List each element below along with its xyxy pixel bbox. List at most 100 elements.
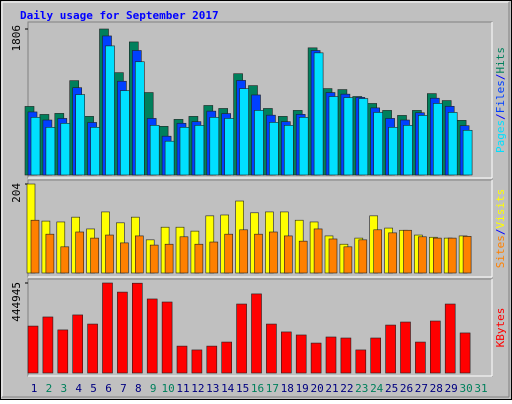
- legend-entry: Files: [494, 80, 507, 113]
- bar: [206, 345, 218, 374]
- legend-entry: Visits: [494, 189, 507, 229]
- legend: Sites/Visits: [494, 189, 507, 269]
- x-tick-label: 22: [340, 382, 353, 395]
- bar: [194, 125, 205, 176]
- x-tick-label: 11: [176, 382, 189, 395]
- x-tick-label: 17: [266, 382, 279, 395]
- bar: [164, 140, 175, 176]
- x-tick-label: 5: [90, 382, 97, 395]
- bar: [328, 96, 339, 176]
- bar: [176, 345, 188, 374]
- x-tick-label: 9: [150, 382, 157, 395]
- bar: [340, 337, 352, 374]
- bar: [269, 122, 279, 176]
- legend: KBytes: [494, 308, 507, 348]
- y-tick-label: 1806: [10, 25, 23, 52]
- bar: [310, 342, 322, 374]
- bar: [149, 125, 160, 176]
- bar: [418, 115, 428, 176]
- bar: [179, 236, 189, 274]
- legend-entry: KBytes: [494, 308, 507, 348]
- bar: [221, 341, 232, 374]
- bar: [191, 349, 203, 374]
- bar: [239, 88, 249, 176]
- x-tick-label: 10: [161, 382, 174, 395]
- x-tick-label: 12: [191, 382, 204, 395]
- bar: [251, 293, 262, 374]
- bar: [105, 45, 115, 176]
- x-tick-label: 3: [60, 382, 67, 395]
- bar: [355, 349, 367, 374]
- bar: [358, 98, 369, 176]
- x-tick-label: 21: [325, 382, 338, 395]
- bar: [418, 236, 427, 274]
- bar: [388, 232, 397, 274]
- bar: [254, 233, 263, 274]
- x-tick-label: 2: [46, 382, 53, 395]
- bar: [328, 238, 338, 274]
- bar: [403, 229, 412, 274]
- bar: [135, 61, 145, 176]
- bar: [117, 291, 128, 374]
- x-tick-label: 28: [430, 382, 443, 395]
- bar: [194, 243, 204, 274]
- bar: [236, 303, 247, 374]
- bar: [415, 341, 426, 374]
- bar: [313, 228, 323, 274]
- bar: [298, 117, 309, 176]
- bar: [313, 52, 324, 176]
- bar: [373, 112, 384, 176]
- bar: [400, 321, 411, 374]
- x-tick-label: 13: [206, 382, 219, 395]
- bar: [295, 334, 307, 374]
- chart-title: Daily usage for September 2017: [20, 9, 219, 22]
- x-tick-label: 19: [296, 382, 309, 395]
- legend-entry: Pages: [494, 120, 507, 153]
- bar: [462, 129, 473, 176]
- bar: [209, 241, 219, 274]
- x-tick-label: 16: [251, 382, 264, 395]
- bar: [105, 234, 114, 274]
- bar: [102, 282, 113, 374]
- y-tick-label: 204: [10, 183, 23, 203]
- bar: [388, 127, 398, 176]
- bar: [269, 231, 278, 274]
- bar: [432, 237, 442, 274]
- bar: [209, 117, 220, 176]
- bar: [72, 314, 83, 374]
- bar: [60, 246, 70, 274]
- bar: [146, 298, 158, 374]
- bar: [132, 282, 143, 374]
- bar: [447, 237, 457, 274]
- bar: [45, 127, 56, 176]
- x-tick-label: 23: [355, 382, 368, 395]
- bar: [325, 336, 337, 374]
- legend-separator: /: [494, 113, 507, 120]
- bar: [60, 123, 71, 176]
- bar: [298, 240, 308, 274]
- bar: [343, 97, 354, 176]
- bar: [239, 229, 248, 274]
- legend-separator: /: [494, 229, 507, 236]
- bar: [266, 323, 277, 374]
- bar: [280, 331, 292, 374]
- bar: [42, 316, 54, 374]
- bar: [403, 125, 413, 176]
- bar: [179, 127, 190, 176]
- x-tick-label: 29: [445, 382, 458, 395]
- bar: [224, 233, 233, 274]
- bar: [283, 235, 293, 274]
- bar: [370, 337, 382, 374]
- bar: [57, 329, 69, 374]
- bar: [429, 320, 441, 374]
- bar: [149, 244, 159, 274]
- bar: [385, 324, 396, 374]
- bar: [90, 237, 99, 274]
- bar: [135, 235, 144, 274]
- x-tick-label: 27: [415, 382, 428, 395]
- x-tick-label: 15: [236, 382, 249, 395]
- bar: [120, 90, 130, 176]
- bar: [87, 323, 98, 374]
- bar: [254, 110, 264, 176]
